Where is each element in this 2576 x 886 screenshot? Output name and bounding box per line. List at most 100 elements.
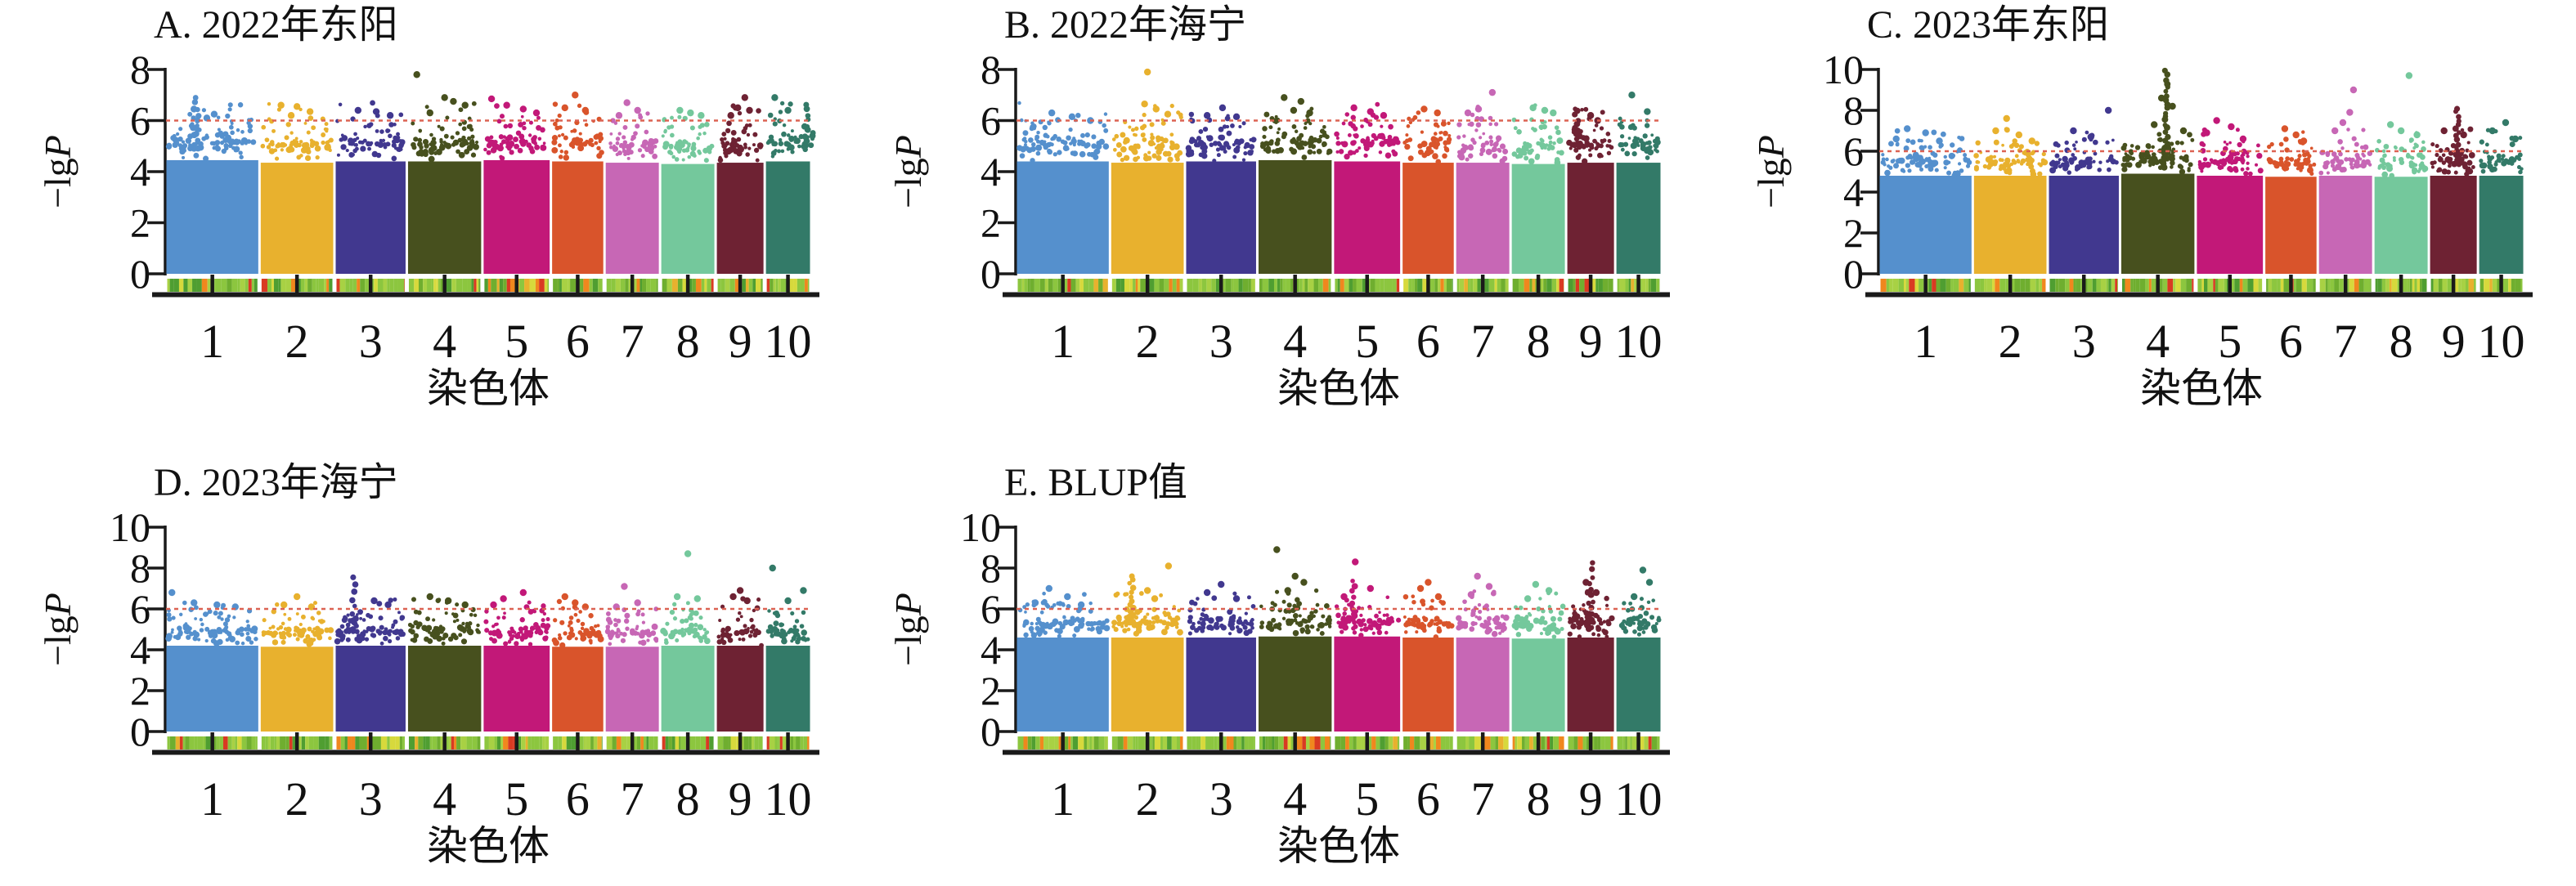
density-stripe — [615, 279, 621, 292]
snp-point — [608, 642, 613, 647]
snp-point-spike — [1349, 600, 1356, 606]
snp-point — [1912, 154, 1918, 159]
snp-point — [1536, 606, 1542, 612]
snp-point — [1190, 624, 1196, 631]
density-stripe — [1349, 279, 1353, 292]
snp-point — [1527, 149, 1533, 155]
snp-point — [727, 637, 734, 643]
density-stripe — [1017, 736, 1024, 750]
density-stripe — [620, 279, 626, 292]
snp-point — [716, 634, 721, 639]
snp-point — [1651, 598, 1656, 602]
snp-point — [793, 135, 797, 139]
snp-point — [2381, 171, 2389, 178]
density-stripe — [2474, 279, 2476, 292]
density-stripe — [1344, 279, 1349, 292]
snp-point — [186, 634, 191, 640]
snp-point — [681, 158, 685, 162]
x-tick-label: 2 — [1999, 315, 2022, 368]
snp-point — [338, 102, 343, 107]
snp-point — [1384, 613, 1389, 617]
snp-point — [2179, 155, 2183, 160]
density-stripe — [2306, 279, 2313, 292]
density-stripe — [682, 279, 689, 292]
snp-point — [303, 121, 307, 125]
snp-point — [796, 636, 802, 642]
snp-point-outlier — [698, 112, 705, 119]
density-stripe — [734, 279, 740, 292]
snp-point — [1123, 592, 1128, 597]
density-stripe — [1282, 279, 1286, 292]
snp-point — [399, 615, 406, 620]
snp-point — [1928, 156, 1932, 160]
snp-point — [1133, 133, 1138, 137]
snp-point — [2240, 167, 2245, 172]
snp-point — [1411, 599, 1416, 605]
density-stripe — [756, 279, 761, 292]
snp-point — [1973, 166, 1979, 172]
snp-point — [1114, 134, 1119, 139]
snp-point — [1232, 154, 1237, 159]
snp-point — [456, 624, 464, 631]
snp-point — [1599, 143, 1604, 149]
snp-point — [1336, 620, 1341, 625]
density-stripe — [1984, 279, 1987, 292]
snp-point — [2354, 141, 2359, 147]
snp-point — [307, 626, 312, 632]
snp-point — [1588, 153, 1593, 158]
snp-point — [203, 155, 209, 162]
density-stripe — [1340, 736, 1346, 750]
snp-point — [773, 620, 779, 627]
snp-point — [588, 638, 593, 643]
density-stripe — [1290, 736, 1295, 750]
snp-point — [617, 132, 622, 136]
density-stripe — [2121, 279, 2125, 292]
snp-point — [1948, 152, 1955, 159]
snp-point-outlier — [1464, 109, 1472, 117]
snp-point — [1115, 142, 1122, 148]
snp-point — [702, 131, 707, 136]
density-stripe — [1278, 736, 1284, 750]
snp-point — [1120, 132, 1126, 138]
snp-point — [354, 629, 360, 634]
snp-point — [1311, 144, 1317, 150]
density-stripe — [216, 736, 220, 750]
snp-point — [2029, 168, 2035, 174]
snp-point — [534, 144, 541, 150]
snp-point — [2421, 165, 2429, 172]
snp-point-outlier — [1532, 580, 1540, 588]
snp-point — [458, 122, 463, 127]
snp-point — [1219, 623, 1224, 629]
snp-point — [268, 630, 274, 637]
snp-point — [531, 138, 536, 145]
snp-point — [1214, 621, 1219, 626]
snp-point-outlier — [800, 587, 807, 594]
density-stripe — [542, 736, 545, 750]
snp-point — [1160, 629, 1168, 636]
snp-point — [622, 632, 627, 638]
snp-point — [1944, 160, 1949, 165]
snp-point — [653, 138, 659, 144]
density-stripe — [2087, 279, 2093, 292]
density-stripe — [169, 736, 176, 750]
snp-point — [327, 627, 333, 633]
density-stripe — [2370, 279, 2372, 292]
snp-point — [1245, 621, 1250, 625]
density-stripe — [1619, 279, 1626, 292]
density-stripe — [349, 279, 353, 292]
snp-point — [2376, 138, 2381, 144]
x-tick-label: 2 — [1136, 315, 1160, 368]
density-stripe — [1148, 279, 1155, 292]
snp-point — [605, 611, 611, 616]
panel-title: A. 2022年东阳 — [154, 3, 398, 47]
snp-point — [2190, 137, 2195, 142]
snp-point — [299, 154, 303, 158]
snp-point-outlier — [1340, 593, 1348, 601]
snp-point — [1982, 163, 1988, 169]
snp-point — [1542, 620, 1548, 625]
snp-point — [173, 140, 180, 146]
snp-point — [289, 131, 294, 135]
density-stripe — [1286, 279, 1291, 292]
snp-point — [2006, 163, 2012, 168]
chromosome-block-6 — [1402, 163, 1454, 274]
